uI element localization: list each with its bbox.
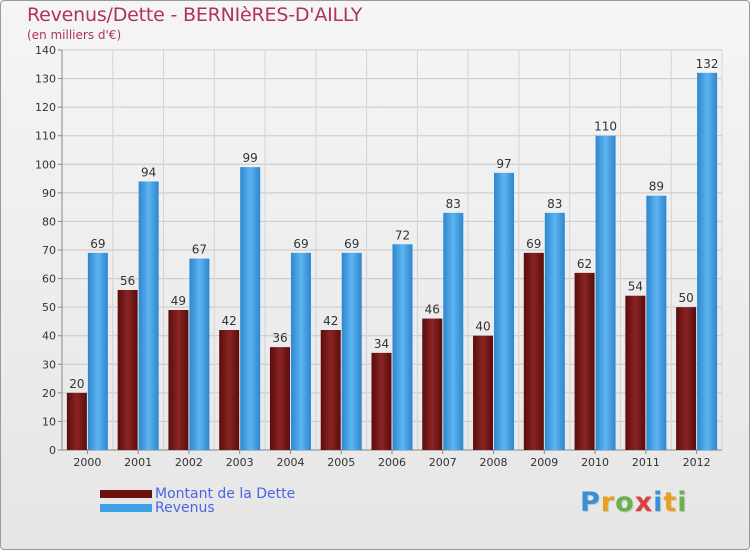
logo-letter: i [677,487,688,518]
legend-label-debt: Montant de la Dette [155,486,296,502]
y-tick-label: 90 [42,187,56,200]
bar-dette [574,272,595,450]
x-tick-label: 2012 [683,456,711,469]
data-label-revenus: 89 [649,180,664,194]
x-tick-label: 2009 [530,456,558,469]
bar-dette [676,307,697,450]
logo-letter: P [580,487,601,518]
bar-revenus [240,167,261,450]
data-label-dette: 54 [628,280,643,294]
bar-dette [66,392,87,450]
bar-dette [117,290,138,450]
bar-dette [625,295,646,450]
x-tick-label: 2011 [632,456,660,469]
y-tick-label: 120 [35,101,56,114]
data-label-revenus: 99 [243,151,258,165]
legend-swatch-debt [100,490,152,498]
data-label-revenus: 72 [395,228,410,242]
data-label-dette: 69 [526,237,541,251]
data-label-revenus: 69 [293,237,308,251]
y-tick-label: 0 [49,444,56,457]
legend-item-debt: Montant de la Dette [100,486,295,502]
bar-dette [269,347,290,450]
legend-label-revenus: Revenus [155,500,215,516]
x-tick-label: 2000 [73,456,101,469]
logo-letter: r [600,487,616,518]
x-tick-label: 2005 [327,456,355,469]
logo-letter: t [663,487,678,518]
x-tick-label: 2002 [175,456,203,469]
data-label-dette: 46 [425,303,440,317]
data-label-revenus: 132 [696,57,719,71]
bar-revenus [646,195,667,450]
bar-dette [371,352,392,450]
x-tick-label: 2008 [480,456,508,469]
bar-dette [523,252,544,450]
data-label-dette: 42 [222,314,237,328]
data-label-dette: 62 [577,257,592,271]
bar-revenus [341,252,362,450]
bar-revenus [595,135,616,450]
y-tick-label: 130 [35,73,56,86]
bar-revenus [392,244,413,450]
y-tick-label: 20 [42,387,56,400]
bar-revenus [697,72,718,450]
bar-dette [168,310,189,450]
legend-item-revenus: Revenus [100,500,215,516]
data-label-dette: 56 [120,274,135,288]
bar-revenus [87,252,108,450]
bar-dette [320,330,341,450]
bar-revenus [189,258,210,450]
data-label-revenus: 67 [192,243,207,257]
bar-revenus [290,252,311,450]
y-tick-label: 80 [42,215,56,228]
chart-subtitle: (en milliers d'€) [27,28,122,42]
y-tick-label: 30 [42,358,56,371]
y-tick-label: 70 [42,244,56,257]
x-tick-label: 2003 [226,456,254,469]
bar-revenus [544,212,565,450]
data-label-dette: 40 [475,320,490,334]
y-tick-label: 50 [42,301,56,314]
y-tick-label: 60 [42,273,56,286]
y-tick-label: 40 [42,330,56,343]
logo-letter: x [634,487,654,518]
bar-dette [473,335,494,450]
y-tick-label: 140 [35,44,56,57]
data-label-revenus: 83 [446,197,461,211]
data-label-revenus: 94 [141,165,156,179]
bar-revenus [138,181,159,450]
y-tick-label: 10 [42,415,56,428]
data-label-dette: 50 [678,291,693,305]
data-label-dette: 42 [323,314,338,328]
bar-dette [219,330,240,450]
bar-revenus [494,172,515,450]
data-label-revenus: 69 [344,237,359,251]
x-tick-label: 2001 [124,456,152,469]
x-tick-label: 2006 [378,456,406,469]
y-tick-label: 100 [35,158,56,171]
x-tick-label: 2007 [429,456,457,469]
logo-letter: o [615,487,635,518]
data-label-dette: 34 [374,337,389,351]
data-label-dette: 36 [272,331,287,345]
data-label-revenus: 110 [594,120,617,134]
data-label-revenus: 83 [547,197,562,211]
data-label-revenus: 97 [496,157,511,171]
bar-revenus [443,212,464,450]
logo-letter: i [653,487,664,518]
data-label-dette: 20 [69,377,84,391]
legend-swatch-revenus [100,504,152,512]
x-tick-label: 2010 [581,456,609,469]
chart-title: Revenus/Dette - BERNIèRES-D'AILLY [27,4,363,26]
y-tick-label: 110 [35,130,56,143]
data-label-dette: 49 [171,294,186,308]
proxiti-logo: Proxiti [580,487,688,518]
x-tick-label: 2004 [276,456,304,469]
bar-dette [422,318,443,450]
data-label-revenus: 69 [90,237,105,251]
